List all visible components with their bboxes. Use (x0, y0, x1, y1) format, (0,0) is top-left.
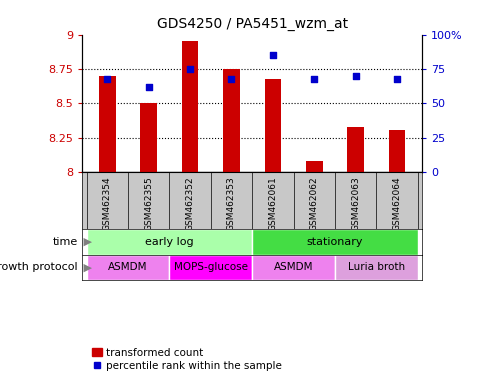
Text: GSM462355: GSM462355 (144, 177, 153, 232)
Text: growth protocol: growth protocol (0, 262, 77, 272)
Text: GSM462062: GSM462062 (309, 177, 318, 231)
Text: ASMDM: ASMDM (108, 262, 148, 272)
Legend: transformed count, percentile rank within the sample: transformed count, percentile rank withi… (88, 344, 286, 375)
Text: GSM462061: GSM462061 (268, 177, 277, 232)
Text: MOPS-glucose: MOPS-glucose (173, 262, 247, 272)
Text: ASMDM: ASMDM (273, 262, 313, 272)
Title: GDS4250 / PA5451_wzm_at: GDS4250 / PA5451_wzm_at (156, 17, 347, 31)
Bar (347, 127, 363, 172)
Point (186, 66, 194, 72)
Point (393, 76, 400, 82)
Bar (140, 103, 157, 172)
Point (145, 84, 152, 90)
Bar (182, 41, 198, 172)
Text: ▶: ▶ (80, 237, 92, 247)
Bar (252, 255, 334, 280)
Bar (87, 255, 169, 280)
Text: early log: early log (145, 237, 193, 247)
Text: GSM462354: GSM462354 (103, 177, 111, 231)
Point (227, 76, 235, 82)
Point (351, 73, 359, 79)
Text: GSM462063: GSM462063 (350, 177, 360, 232)
Bar (99, 76, 115, 172)
Text: ▶: ▶ (80, 262, 92, 272)
Text: GSM462064: GSM462064 (392, 177, 401, 231)
Text: stationary: stationary (306, 237, 363, 247)
Text: time: time (52, 237, 77, 247)
Bar (388, 129, 405, 172)
Bar (252, 229, 417, 255)
Point (269, 52, 276, 58)
Bar (264, 79, 281, 172)
Bar (223, 69, 239, 172)
Bar (305, 161, 322, 172)
Text: GSM462352: GSM462352 (185, 177, 194, 231)
Bar (334, 255, 417, 280)
Bar (169, 255, 252, 280)
Point (103, 76, 111, 82)
Text: Luria broth: Luria broth (347, 262, 404, 272)
Text: GSM462353: GSM462353 (227, 177, 236, 232)
Bar (87, 229, 252, 255)
Point (310, 76, 318, 82)
